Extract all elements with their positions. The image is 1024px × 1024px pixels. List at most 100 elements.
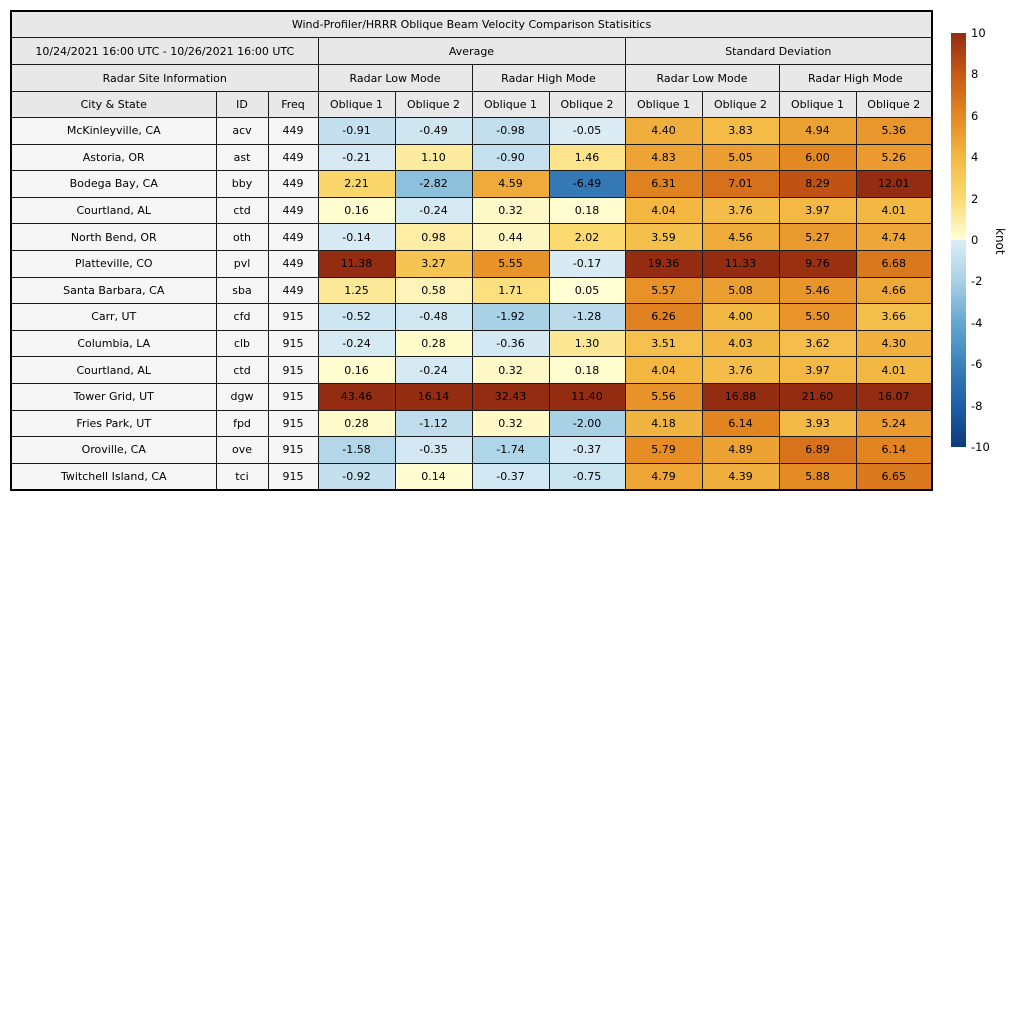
value-cell: 3.76	[701, 196, 780, 225]
value-cell: 2.21	[317, 170, 396, 198]
column-header-freq: Freq	[267, 91, 319, 118]
city-state-cell: Columbia, LA	[10, 329, 217, 358]
value-cell: -0.37	[471, 462, 550, 491]
value-cell: -0.52	[317, 303, 396, 331]
group-header-standard-deviation: Standard Deviation	[624, 37, 933, 65]
site-id-cell: clb	[215, 329, 269, 358]
table-row: North Bend, OR oth 449 -0.14 0.98 0.44 2.02 3.5…	[10, 223, 933, 251]
value-cell: 0.28	[394, 329, 473, 358]
value-cell: 1.30	[548, 329, 626, 358]
freq-cell: 915	[267, 329, 319, 358]
colorbar-tick-label: -10	[971, 440, 990, 454]
value-cell: 5.56	[624, 382, 703, 411]
value-cell: -0.98	[471, 117, 550, 145]
value-cell: 8.29	[778, 170, 857, 198]
value-cell: -0.90	[471, 143, 550, 172]
value-cell: 3.97	[778, 356, 857, 384]
value-cell: 3.97	[778, 196, 857, 225]
table-row: Oroville, CA ove 915 -1.58 -0.35 -1.74 -0.37 5.…	[10, 436, 933, 464]
city-state-cell: Oroville, CA	[10, 436, 217, 464]
colorbar-tick-label: 4	[971, 150, 979, 165]
site-id-cell: cfd	[215, 303, 269, 331]
value-cell: 7.01	[701, 170, 780, 198]
value-cell: 6.00	[778, 143, 857, 172]
colorbar-tick-label: -8	[971, 398, 983, 413]
value-cell: 5.79	[624, 436, 703, 464]
value-cell: -0.24	[317, 329, 396, 358]
value-cell: 0.98	[394, 223, 473, 251]
site-info-header: Radar Site Information	[10, 64, 319, 92]
value-cell: 3.27	[394, 249, 473, 278]
city-state-cell: Tower Grid, UT	[10, 382, 217, 411]
value-cell: 4.03	[701, 329, 780, 358]
value-cell: 6.26	[624, 303, 703, 331]
value-cell: 5.05	[701, 143, 780, 172]
column-header-oblique: Oblique 1	[471, 91, 550, 118]
value-cell: 6.14	[701, 409, 780, 438]
site-id-cell: bby	[215, 170, 269, 198]
table-row: Platteville, CO pvl 449 11.38 3.27 5.55 -0.17 1…	[10, 249, 933, 278]
freq-cell: 915	[267, 409, 319, 438]
value-cell: 0.32	[471, 196, 550, 225]
value-cell: 12.01	[855, 170, 933, 198]
value-cell: 4.18	[624, 409, 703, 438]
column-header-oblique: Oblique 2	[394, 91, 473, 118]
freq-cell: 449	[267, 117, 319, 145]
value-cell: 5.26	[855, 143, 933, 172]
colorbar-tick-label: 0	[971, 233, 979, 247]
column-header-oblique: Oblique 1	[317, 91, 396, 118]
value-cell: 5.46	[778, 276, 857, 305]
value-cell: 32.43	[471, 382, 550, 411]
value-cell: 4.39	[701, 462, 780, 491]
value-cell: 3.51	[624, 329, 703, 358]
value-cell: -0.91	[317, 117, 396, 145]
column-header-id: ID	[215, 91, 269, 118]
value-cell: 4.40	[624, 117, 703, 145]
value-cell: -0.21	[317, 143, 396, 172]
value-cell: 0.05	[548, 276, 626, 305]
stats-table-container: Wind-Profiler/HRRR Oblique Beam Velocity…	[10, 10, 934, 492]
freq-cell: 449	[267, 196, 319, 225]
value-cell: 3.62	[778, 329, 857, 358]
site-id-cell: oth	[215, 223, 269, 251]
value-cell: 5.36	[855, 117, 933, 145]
mode-header-row: Radar Site Information Radar Low Mode Ra…	[10, 64, 933, 92]
value-cell: -1.92	[471, 303, 550, 331]
value-cell: 4.04	[624, 356, 703, 384]
table-row: McKinleyville, CA acv 449 -0.91 -0.49 -0.98 -0…	[10, 117, 933, 145]
value-cell: -0.75	[548, 462, 626, 491]
city-state-cell: Courtland, AL	[10, 356, 217, 384]
value-cell: 3.66	[855, 303, 933, 331]
value-cell: 4.00	[701, 303, 780, 331]
value-cell: 0.32	[471, 356, 550, 384]
value-cell: 4.74	[855, 223, 933, 251]
site-id-cell: sba	[215, 276, 269, 305]
city-state-cell: Santa Barbara, CA	[10, 276, 217, 305]
city-state-cell: Twitchell Island, CA	[10, 462, 217, 491]
value-cell: 5.27	[778, 223, 857, 251]
value-cell: 2.02	[548, 223, 626, 251]
value-cell: -1.12	[394, 409, 473, 438]
colorbar-tick-label: 6	[971, 108, 979, 123]
column-header-row: City & State ID Freq Oblique 1 Oblique 2…	[10, 91, 933, 118]
value-cell: -2.00	[548, 409, 626, 438]
colorbar-gradient	[951, 33, 966, 447]
city-state-cell: McKinleyville, CA	[10, 117, 217, 145]
table-row: Columbia, LA clb 915 -0.24 0.28 -0.36 1.30 3.51…	[10, 329, 933, 358]
value-cell: 1.10	[394, 143, 473, 172]
value-cell: 4.89	[701, 436, 780, 464]
value-cell: 1.25	[317, 276, 396, 305]
colorbar-tick-label: 8	[971, 67, 979, 82]
freq-cell: 449	[267, 276, 319, 305]
colorbar-tick-label: 2	[971, 191, 979, 206]
colorbar-tick-label: 10	[971, 26, 986, 40]
value-cell: 5.24	[855, 409, 933, 438]
value-cell: 19.36	[624, 249, 703, 278]
group-header-row: 10/24/2021 16:00 UTC - 10/26/2021 16:00 …	[10, 37, 933, 65]
value-cell: 1.71	[471, 276, 550, 305]
site-id-cell: ast	[215, 143, 269, 172]
value-cell: -0.35	[394, 436, 473, 464]
city-state-cell: Courtland, AL	[10, 196, 217, 225]
value-cell: 6.68	[855, 249, 933, 278]
